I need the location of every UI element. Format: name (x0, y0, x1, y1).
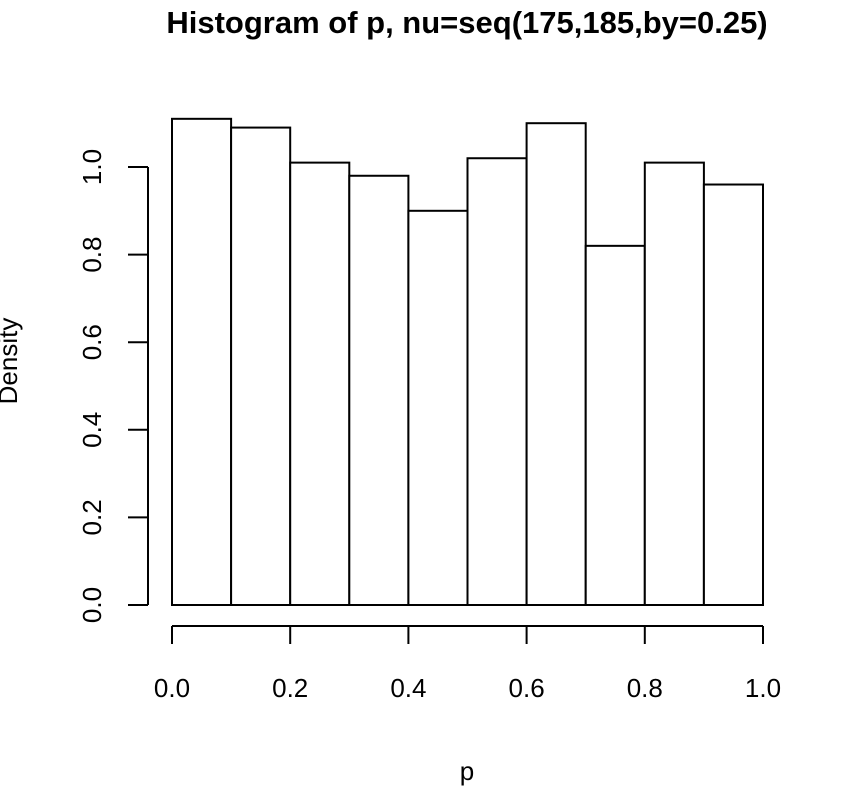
histogram-bar (466, 157, 528, 607)
x-axis-label: p (460, 756, 474, 786)
histogram-bars (171, 117, 765, 607)
y-tick-label: 0.6 (77, 324, 107, 360)
histogram-bar (171, 117, 233, 606)
x-tick-label: 0.0 (154, 673, 190, 703)
chart-title: Histogram of p, nu=seq(175,185,by=0.25) (166, 5, 767, 40)
y-tick-label: 1.0 (77, 149, 107, 185)
x-axis: 0.0 0.2 0.4 0.6 0.8 1.0 (154, 625, 781, 703)
y-axis: 0.0 0.2 0.4 0.6 0.8 1.0 (77, 149, 149, 623)
histogram-bar (230, 126, 292, 607)
x-tick-label: 1.0 (745, 673, 781, 703)
x-tick-label: 0.2 (272, 673, 308, 703)
x-tick-label: 0.4 (390, 673, 426, 703)
y-tick-label: 0.2 (77, 499, 107, 535)
histogram-bar (348, 174, 410, 606)
y-tick-label: 0.8 (77, 237, 107, 273)
histogram-bar (584, 244, 646, 606)
histogram-bar (702, 183, 765, 607)
histogram-bar (289, 161, 351, 606)
histogram-bar (525, 122, 587, 606)
y-tick-label: 0.0 (77, 587, 107, 623)
histogram-bar (643, 161, 705, 606)
y-tick-label: 0.4 (77, 412, 107, 448)
histogram-bar (407, 209, 469, 607)
y-axis-label: Density (0, 318, 23, 405)
x-tick-label: 0.6 (509, 673, 545, 703)
x-tick-label: 0.8 (627, 673, 663, 703)
